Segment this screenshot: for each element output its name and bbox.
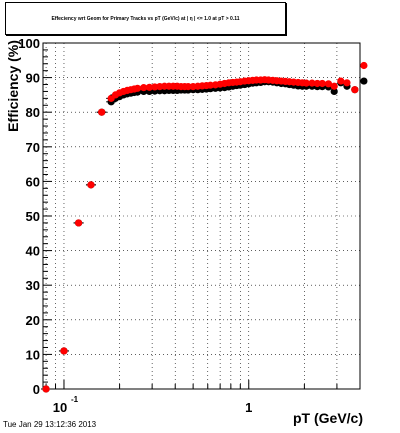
data-point: [60, 347, 68, 355]
x-axis-label: pT (GeV/c): [293, 410, 363, 426]
x-tick-exponent: -1: [71, 395, 79, 404]
y-tick-label: 30: [26, 278, 40, 293]
y-tick-label: 60: [26, 174, 40, 189]
axes: 0 10 20 30 40 50 60 70 80 90 100 10 -1 1: [18, 36, 361, 415]
data-point: [313, 79, 321, 88]
grid: [43, 43, 361, 389]
y-tick-label: 50: [26, 209, 40, 224]
data-point: [343, 79, 351, 87]
y-tick-label: 90: [26, 71, 40, 86]
y-tick-label: 40: [26, 244, 40, 259]
series-0: [41, 77, 368, 393]
data-point: [308, 79, 316, 87]
data-point: [360, 77, 368, 85]
data-point: [337, 77, 345, 85]
data-point: [75, 219, 83, 227]
y-tick-label: 70: [26, 140, 40, 155]
data-point: [140, 84, 148, 92]
y-tick-label: 10: [26, 347, 40, 362]
y-tick-label: 80: [26, 105, 40, 120]
y-tick-label: 0: [33, 382, 40, 397]
plot-frame: [42, 42, 361, 390]
data-point: [98, 108, 106, 116]
data-point: [318, 79, 326, 88]
chart-title-box: Effeciency wrt Geom for Primary Tracks v…: [5, 2, 286, 35]
y-tick-label: 20: [26, 313, 40, 328]
data-point: [133, 84, 142, 92]
data-point: [87, 181, 95, 189]
data-point: [360, 61, 368, 70]
y-tick-label: 100: [18, 36, 40, 51]
timestamp-footer: Tue Jan 29 13:12:36 2013: [3, 420, 97, 429]
series-1: [41, 61, 368, 393]
data-point: [42, 385, 50, 393]
data-point: [184, 82, 192, 91]
data-series: [41, 61, 368, 393]
data-point: [351, 86, 359, 94]
y-axis-label: Efficiency (%): [5, 40, 21, 132]
data-point: [324, 80, 333, 88]
data-point: [330, 82, 338, 90]
x-tick-label: 10: [53, 400, 67, 415]
x-tick-label: 1: [245, 400, 252, 415]
chart-title: Effeciency wrt Geom for Primary Tracks v…: [51, 15, 240, 22]
data-point: [330, 87, 338, 96]
data-point: [145, 83, 154, 91]
data-point: [302, 79, 310, 87]
